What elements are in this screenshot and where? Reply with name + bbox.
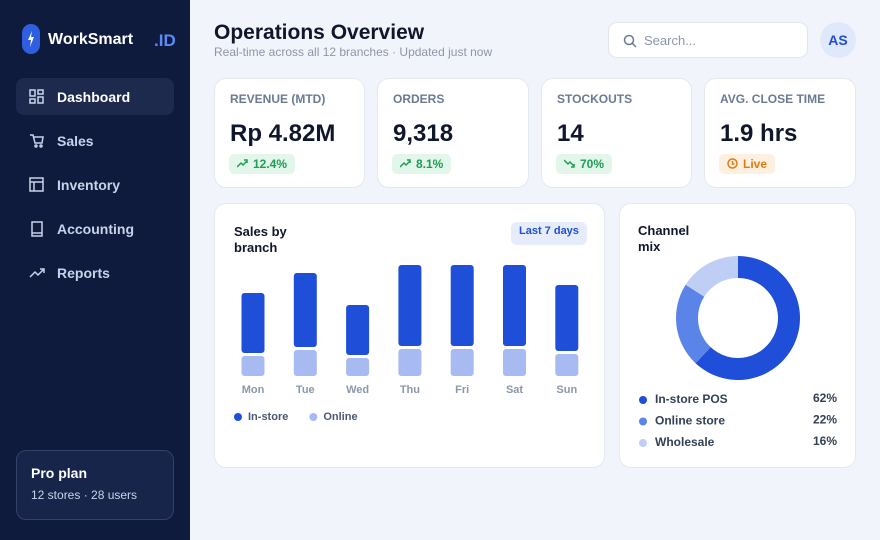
nav-item[interactable]: Accounting (16, 210, 174, 247)
legend-swatch (639, 439, 647, 447)
x-tick-label: Fri (455, 384, 469, 396)
chart-badge[interactable]: Last 7 days (511, 222, 587, 245)
legend-label: Wholesale (655, 435, 715, 449)
legend-swatch (309, 413, 318, 421)
kpi-value: 1.9 hrs (720, 120, 798, 147)
plan-card: Pro plan 12 stores · 28 users (16, 450, 174, 520)
bar-chart: Mon Tue Wed Thu Fri Sat Sun In-store Online (234, 265, 579, 423)
donut-slice (695, 256, 800, 380)
x-tick-label: Sat (506, 384, 523, 396)
x-tick-label: Mon (242, 384, 265, 396)
bar (450, 265, 474, 346)
bar (346, 358, 370, 376)
bar (346, 305, 370, 355)
legend-label: In-store POS (655, 392, 728, 406)
nav-item[interactable]: Reports (16, 254, 174, 291)
legend-label: In-store (248, 411, 288, 423)
avatar[interactable]: AS (820, 22, 856, 58)
bar (293, 273, 317, 347)
bar (241, 293, 265, 353)
kpi-label: STOCKOUTS (557, 92, 633, 106)
nav-item[interactable]: Sales (16, 122, 174, 159)
chart-title: Sales by branch (234, 224, 287, 255)
donut-slice (685, 256, 738, 297)
kpi-value: 9,318 (393, 120, 454, 147)
kpi-label: REVENUE (MTD) (230, 92, 326, 106)
plan-detail: 12 stores · 28 users (31, 488, 138, 502)
brand-suffix: .ID (154, 31, 176, 50)
kpi-card: REVENUE (MTD) Rp 4.82M 12.4% (214, 78, 365, 188)
search-box[interactable]: Search... (608, 22, 808, 58)
bar (398, 349, 422, 376)
bar (555, 285, 579, 351)
nav-label: Dashboard (57, 88, 131, 105)
bar (398, 265, 422, 346)
donut-slice (676, 284, 711, 364)
x-tick-label: Sun (556, 384, 577, 396)
logo-icon (22, 24, 40, 54)
nav-label: Reports (57, 264, 110, 281)
legend-label: Online store (655, 414, 725, 428)
legend-label: Online (323, 411, 357, 423)
x-tick-label: Wed (346, 384, 369, 396)
x-tick-label: Thu (400, 384, 420, 396)
bar (241, 356, 265, 376)
legend-swatch (639, 396, 647, 404)
badge-text: 70% (580, 157, 605, 171)
search-placeholder: Search... (644, 33, 697, 48)
kpi-value: Rp 4.82M (230, 120, 336, 147)
kpi-card: ORDERS 9,318 8.1% (377, 78, 529, 188)
legend-swatch (639, 417, 647, 426)
badge-text: Live (743, 157, 768, 171)
x-tick-label: Tue (296, 384, 315, 396)
value-label: 62% (813, 391, 837, 405)
value-label: 22% (813, 413, 837, 427)
page-title: Operations Overview (214, 21, 425, 44)
kpi-badge: 12.4% (229, 154, 296, 174)
kpi-card: STOCKOUTS 14 70% (541, 78, 692, 188)
kpi-badge: 70% (556, 154, 613, 174)
chart-card: Sales by branch Last 7 days Mon Tue Wed Thu… (214, 203, 605, 468)
legend-swatch (234, 413, 242, 421)
badge-text: 12.4% (253, 157, 288, 171)
nav-label: Sales (57, 132, 94, 149)
bar (450, 349, 474, 376)
search-icon (623, 34, 637, 48)
kpi-badge: Live (719, 154, 776, 174)
page-subtitle: Real-time across all 12 branches · Updat… (214, 45, 493, 59)
kpi-label: ORDERS (393, 92, 445, 106)
chart-card: Channel mix In-store POS 62% Online store 2… (619, 203, 856, 468)
bar (503, 349, 526, 376)
nav-item[interactable]: Dashboard (16, 78, 174, 115)
brand: WorkSmart (48, 31, 134, 48)
kpi-label: AVG. CLOSE TIME (720, 92, 826, 106)
kpi-value: 14 (557, 120, 584, 147)
bar (555, 354, 579, 376)
sidebar: WorkSmart .ID Dashboard Sales Inventory … (0, 0, 190, 540)
plan-title: Pro plan (31, 465, 88, 481)
chart-title: Channel mix (638, 223, 690, 254)
bar (503, 265, 526, 346)
nav-label: Inventory (57, 176, 121, 193)
donut-chart: In-store POS 62% Online store 22% Wholesale 1… (639, 256, 837, 449)
bar (293, 350, 317, 376)
value-label: 16% (813, 434, 837, 448)
nav-label: Accounting (57, 220, 134, 237)
badge-text: 8.1% (416, 157, 444, 171)
nav-item[interactable]: Inventory (16, 166, 174, 203)
kpi-card: AVG. CLOSE TIME 1.9 hrs Live (704, 78, 856, 188)
kpi-badge: 8.1% (392, 154, 452, 174)
